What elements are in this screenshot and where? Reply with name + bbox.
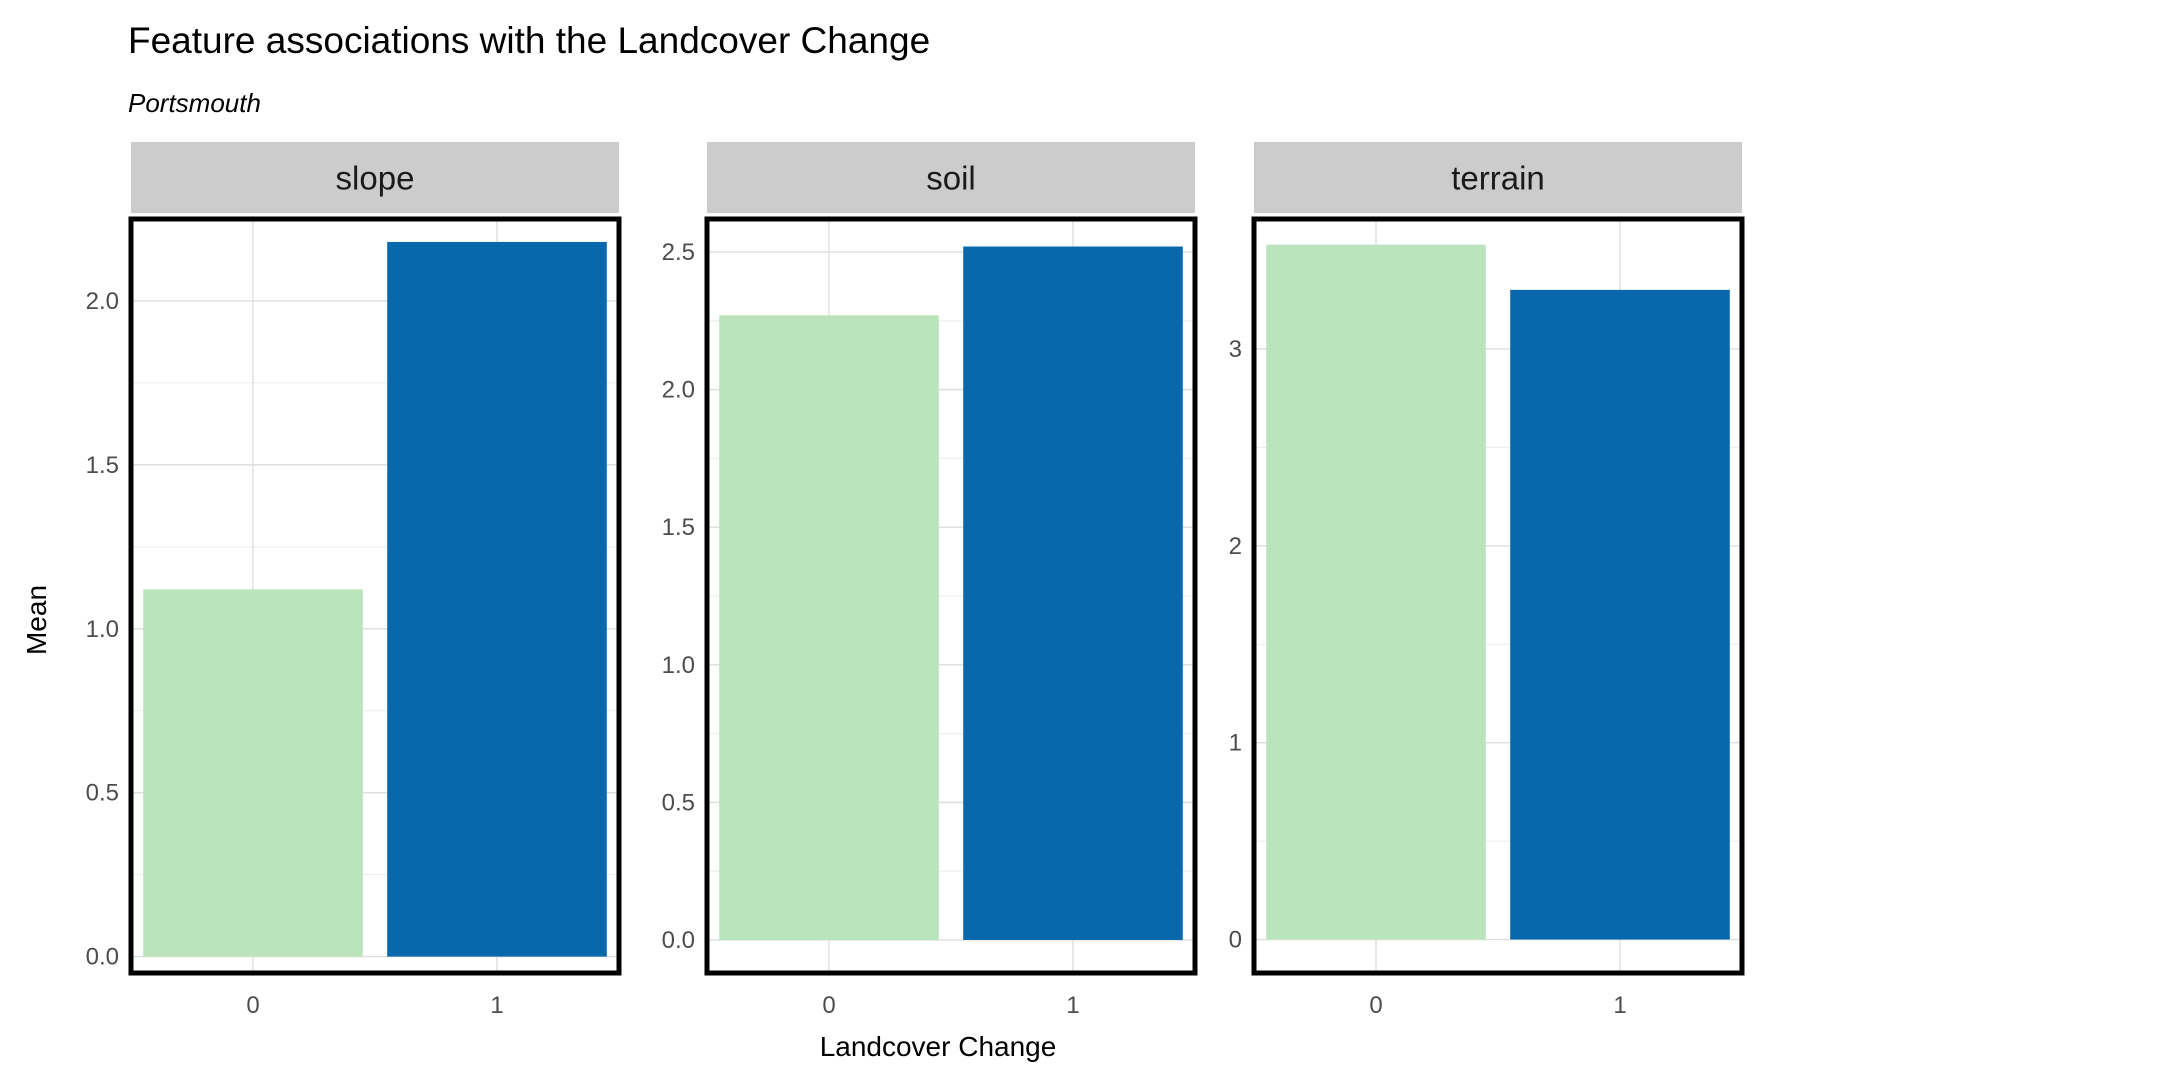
facet-panels: slope 0.0 0.5 1.0 1.5 2.0 0 1 soil 0.0 0.5 1.0 1.5 2.… — [86, 142, 1745, 1019]
facet-strip-terrain — [1254, 142, 1742, 213]
y-tick-label: 2.0 — [86, 288, 119, 315]
y-tick-label: 1 — [1229, 730, 1242, 757]
facet-strip-slope — [131, 142, 619, 213]
bar-soil-0 — [719, 315, 939, 940]
y-tick-label: 2.5 — [662, 239, 695, 266]
x-tick-label: 1 — [490, 992, 503, 1019]
y-tick-label: 2 — [1229, 533, 1242, 560]
facet-strip-label-terrain: terrain — [1451, 160, 1545, 197]
y-tick-label: 0.0 — [662, 927, 695, 954]
chart-title: Feature associations with the Landcover … — [128, 20, 930, 61]
panel-border-slope — [128, 216, 622, 976]
facet-panel-terrain: terrain 0 1 2 3 0 1 — [1229, 142, 1745, 1019]
y-tick-label: 1.5 — [86, 452, 119, 479]
y-axis-label: Mean — [21, 585, 52, 655]
facet-strip-label-soil: soil — [926, 160, 976, 197]
y-tick-label: 1.0 — [86, 616, 119, 643]
y-tick-label: 0 — [1229, 927, 1242, 954]
bar-soil-1 — [963, 246, 1183, 940]
x-tick-label: 0 — [822, 992, 835, 1019]
x-tick-label: 0 — [1369, 992, 1382, 1019]
x-tick-label: 1 — [1613, 992, 1626, 1019]
x-tick-label: 0 — [246, 992, 259, 1019]
y-tick-label: 0.5 — [86, 780, 119, 807]
bar-terrain-0 — [1266, 244, 1486, 940]
y-tick-label: 0.5 — [662, 789, 695, 816]
bar-terrain-1 — [1510, 289, 1730, 940]
bar-slope-1 — [387, 241, 607, 957]
bar-slope-0 — [143, 589, 363, 957]
facet-panel-slope: slope 0.0 0.5 1.0 1.5 2.0 0 1 — [86, 142, 622, 1019]
y-tick-label: 1.0 — [662, 652, 695, 679]
x-axis-label: Landcover Change — [820, 1031, 1057, 1062]
facet-panel-soil: soil 0.0 0.5 1.0 1.5 2.0 2.5 0 1 — [662, 142, 1198, 1019]
panel-border-soil — [704, 216, 1198, 976]
facet-strip-soil — [707, 142, 1195, 213]
y-tick-label: 2.0 — [662, 377, 695, 404]
y-tick-label: 3 — [1229, 336, 1242, 363]
y-tick-label: 0.0 — [86, 944, 119, 971]
panel-border-terrain — [1251, 216, 1745, 976]
facet-strip-label-slope: slope — [336, 160, 415, 197]
x-tick-label: 1 — [1066, 992, 1079, 1019]
chart-subtitle: Portsmouth — [128, 88, 261, 118]
y-tick-label: 1.5 — [662, 514, 695, 541]
